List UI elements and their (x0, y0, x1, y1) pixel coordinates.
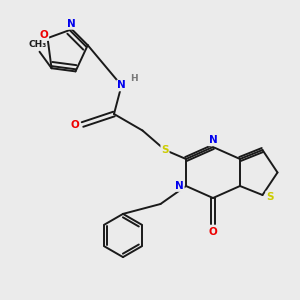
Text: O: O (208, 227, 217, 237)
Text: O: O (40, 30, 48, 40)
Text: CH₃: CH₃ (29, 40, 47, 49)
Text: O: O (70, 119, 80, 130)
Text: N: N (175, 181, 184, 191)
Text: S: S (161, 145, 169, 155)
Text: S: S (266, 191, 274, 202)
Text: N: N (68, 19, 76, 29)
Text: N: N (117, 80, 126, 91)
Text: H: H (130, 74, 138, 83)
Text: N: N (208, 135, 217, 146)
